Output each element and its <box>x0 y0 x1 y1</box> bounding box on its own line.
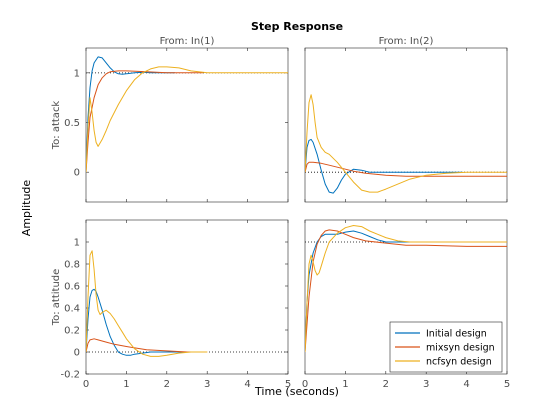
subplot-1: 00.51 <box>64 47 289 203</box>
legend-entry: mixsyn design <box>426 343 495 354</box>
legend-entry: ncfsyn design <box>426 357 492 368</box>
x-axis-label: Time (seconds) <box>254 385 339 398</box>
y-tick-label: 0.6 <box>64 282 80 293</box>
row-label-2: To: attitude <box>51 269 62 327</box>
series-line-mixsyn <box>305 229 507 353</box>
y-tick-label: 0 <box>74 168 80 179</box>
row-label-1: To: attack <box>51 101 62 151</box>
x-tick-label: 5 <box>285 379 291 390</box>
series-line-mixsyn <box>86 70 204 173</box>
x-tick-label: 3 <box>204 379 210 390</box>
y-tick-label: 0.4 <box>64 304 80 315</box>
y-tick-label: 1 <box>74 68 80 79</box>
series-line-ncfsyn <box>86 66 288 173</box>
x-tick-label: 1 <box>342 379 348 390</box>
y-tick-label: -0.2 <box>60 370 80 381</box>
subplot-2 <box>304 47 508 203</box>
series-line-ncfsyn <box>86 250 208 357</box>
x-tick-label: 2 <box>164 379 170 390</box>
x-tick-label: 4 <box>244 379 250 390</box>
legend-entry: Initial design <box>426 329 487 340</box>
figure-title: Step Response <box>251 20 343 33</box>
subplot-3: -0.200.20.40.60.810 1 2 3 4 5 <box>60 219 291 390</box>
series-line-mixsyn <box>305 161 507 177</box>
subplot-grid: From: In(1) From: In(2) To: attack To: atti… <box>51 36 510 390</box>
y-axis-label: Amplitude <box>20 180 33 237</box>
series-line-mixsyn <box>86 338 208 353</box>
series-line-initial <box>305 138 463 194</box>
x-tick-label: 0 <box>302 379 308 390</box>
column-header-2: From: In(2) <box>379 36 434 47</box>
series-line-ncfsyn <box>305 94 507 193</box>
x-tick-label: 0 <box>83 379 89 390</box>
axes-box <box>85 219 289 375</box>
axes-box <box>304 47 508 203</box>
x-tick-label: 1 <box>123 379 129 390</box>
x-tick-label: 3 <box>423 379 429 390</box>
x-tick-label: 4 <box>463 379 469 390</box>
legend: Initial design mixsyn design ncfsyn design <box>389 321 503 373</box>
x-tick-label: 2 <box>383 379 389 390</box>
y-tick-label: 0.8 <box>64 260 80 271</box>
y-tick-label: 1 <box>74 238 80 249</box>
y-tick-label: 0.2 <box>64 326 80 337</box>
column-header-1: From: In(1) <box>160 36 215 47</box>
x-tick-label: 5 <box>504 379 510 390</box>
y-tick-label: 0 <box>74 348 80 359</box>
series-line-ncfsyn <box>305 225 507 353</box>
y-tick-label: 0.5 <box>64 118 80 129</box>
